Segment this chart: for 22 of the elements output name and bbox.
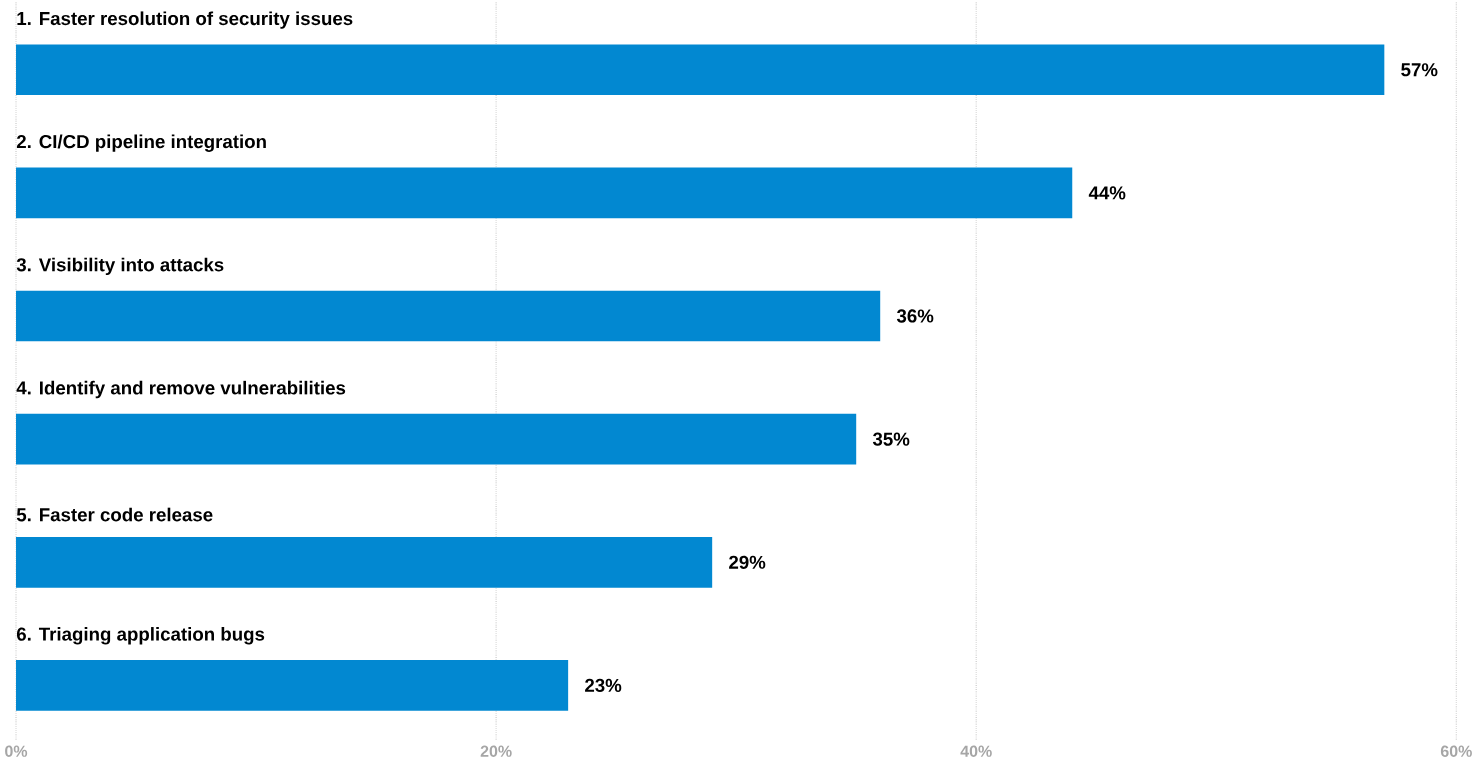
data-label: 44%	[1088, 186, 1126, 200]
y-tick-label: 6. Triaging application bugs	[16, 627, 265, 645]
y-tick-label: 5. Faster code release	[16, 507, 213, 522]
y-tick-label: 2. CI/CD pipeline integration	[16, 134, 266, 153]
bar	[16, 660, 569, 712]
bar	[16, 44, 1385, 96]
y-tick-label: 4. Identify and remove vulnerabilities	[16, 381, 346, 399]
y-tick-label: 3. Visibility into attacks	[16, 257, 224, 276]
bar	[16, 537, 713, 588]
x-tick-label: 0%	[5, 745, 28, 758]
data-label: 57%	[1401, 63, 1438, 77]
data-label: 29%	[729, 555, 766, 570]
bar	[16, 414, 857, 465]
data-label: 23%	[585, 679, 622, 693]
data-label: 35%	[872, 432, 910, 447]
bar	[16, 167, 1073, 219]
x-tick-label: 60%	[1440, 745, 1472, 758]
y-tick-label: 1. Faster resolution of security issues	[17, 11, 353, 30]
bar	[16, 290, 881, 342]
x-tick-label: 40%	[960, 745, 992, 758]
data-label: 36%	[896, 309, 934, 323]
x-tick-label: 20%	[480, 745, 512, 758]
